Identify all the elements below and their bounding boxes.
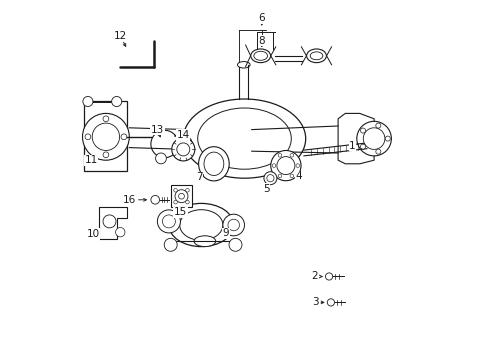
Text: 5: 5 [262, 184, 269, 194]
Circle shape [278, 153, 281, 157]
Circle shape [82, 113, 129, 160]
Text: 11: 11 [84, 155, 98, 165]
Text: 6: 6 [258, 13, 264, 23]
Text: 7: 7 [196, 172, 203, 183]
Circle shape [325, 273, 332, 280]
Polygon shape [337, 113, 373, 164]
Ellipse shape [194, 236, 215, 247]
Circle shape [173, 188, 177, 192]
Circle shape [177, 143, 189, 156]
Circle shape [115, 228, 125, 237]
Circle shape [103, 215, 116, 228]
Circle shape [157, 210, 180, 233]
Circle shape [175, 190, 187, 203]
Text: 9: 9 [222, 228, 228, 238]
Circle shape [289, 174, 293, 178]
Circle shape [375, 123, 380, 128]
Text: 2: 2 [311, 271, 318, 282]
Circle shape [173, 200, 177, 204]
Circle shape [228, 238, 242, 251]
Circle shape [111, 96, 122, 107]
Circle shape [375, 149, 380, 154]
Circle shape [363, 128, 384, 149]
Circle shape [171, 138, 194, 161]
Circle shape [356, 121, 390, 156]
Circle shape [272, 164, 275, 167]
Ellipse shape [179, 210, 223, 240]
Ellipse shape [198, 147, 229, 181]
Ellipse shape [237, 62, 249, 68]
Polygon shape [170, 185, 192, 207]
Circle shape [85, 134, 91, 140]
Circle shape [82, 96, 93, 107]
Circle shape [155, 153, 166, 164]
Circle shape [360, 128, 365, 133]
Text: 12: 12 [113, 31, 127, 41]
Text: 10: 10 [86, 229, 100, 239]
Circle shape [289, 153, 293, 157]
Ellipse shape [168, 203, 233, 247]
Circle shape [295, 164, 299, 167]
Ellipse shape [183, 99, 305, 178]
Circle shape [164, 238, 177, 251]
Ellipse shape [250, 49, 270, 63]
Ellipse shape [253, 51, 267, 60]
Circle shape [185, 200, 189, 204]
Circle shape [151, 195, 159, 204]
Circle shape [223, 214, 244, 236]
Text: 8: 8 [258, 36, 264, 46]
Circle shape [92, 123, 120, 150]
Circle shape [103, 116, 108, 122]
Polygon shape [99, 207, 127, 239]
Circle shape [276, 157, 294, 175]
Circle shape [176, 136, 192, 152]
Text: 13: 13 [150, 125, 163, 135]
Circle shape [121, 134, 126, 140]
Circle shape [278, 174, 281, 178]
Text: 14: 14 [176, 130, 189, 140]
Circle shape [103, 152, 108, 158]
Circle shape [178, 193, 184, 199]
Circle shape [227, 219, 239, 231]
Ellipse shape [309, 52, 322, 60]
Text: 16: 16 [122, 195, 136, 205]
Text: 15: 15 [173, 207, 187, 217]
Circle shape [264, 172, 276, 185]
Ellipse shape [203, 152, 224, 175]
Circle shape [266, 175, 273, 182]
Circle shape [360, 144, 365, 149]
Polygon shape [84, 101, 127, 171]
Text: 1: 1 [348, 141, 355, 151]
Circle shape [162, 215, 175, 228]
Text: 4: 4 [295, 171, 301, 181]
Ellipse shape [306, 49, 325, 63]
Circle shape [270, 150, 301, 181]
Text: 3: 3 [311, 297, 318, 307]
Circle shape [185, 188, 189, 192]
Circle shape [326, 299, 334, 306]
Circle shape [385, 136, 389, 141]
Ellipse shape [197, 108, 291, 169]
